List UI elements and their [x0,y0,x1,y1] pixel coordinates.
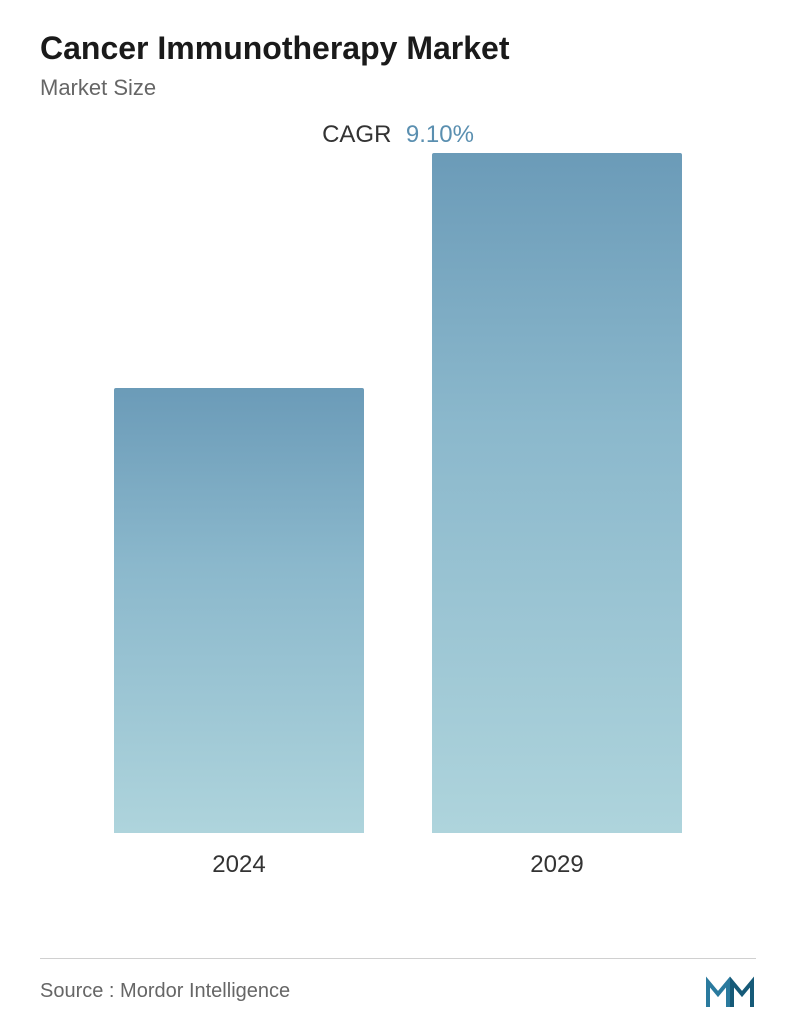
chart-subtitle: Market Size [40,75,756,101]
bar-group-2024: 2024 [114,388,364,879]
chart-footer: Source : Mordor Intelligence [40,958,756,1009]
bar-label-2029: 2029 [530,851,583,879]
cagr-container: CAGR 9.10% [40,121,756,149]
bar-2024 [114,388,364,833]
source-text: Source : Mordor Intelligence [40,980,290,1003]
bar-group-2029: 2029 [432,153,682,879]
bar-2029 [432,153,682,833]
chart-title: Cancer Immunotherapy Market [40,30,756,67]
cagr-value: 9.10% [406,121,474,148]
mordor-logo-icon [706,974,756,1009]
bar-label-2024: 2024 [212,851,265,879]
bar-chart: 2024 2029 [40,199,756,879]
cagr-label: CAGR [322,121,391,148]
